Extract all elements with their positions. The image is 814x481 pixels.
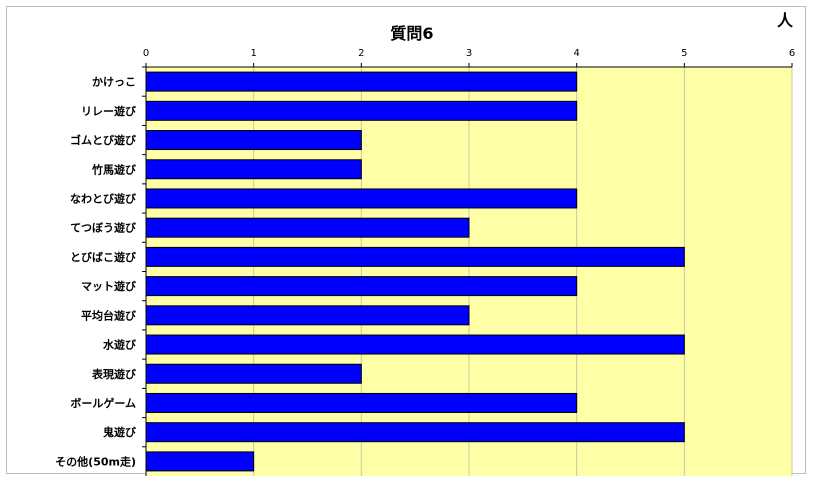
bar-2 — [145, 130, 362, 151]
category-label-11: ボールゲーム — [70, 396, 136, 410]
bar-3 — [145, 159, 362, 180]
category-label-2: ゴムとび遊び — [70, 133, 137, 147]
bar-1 — [145, 100, 578, 121]
category-label-4: なわとび遊び — [70, 191, 137, 205]
x-tick-label-3: 3 — [466, 48, 472, 59]
bar-10 — [145, 363, 362, 384]
bar-5 — [145, 217, 470, 238]
x-tick-label-4: 4 — [573, 48, 579, 59]
bar-7 — [145, 276, 578, 297]
category-label-10: 表現遊び — [91, 367, 137, 381]
bar-11 — [145, 392, 578, 413]
category-label-9: 水遊び — [103, 338, 137, 352]
bar-6 — [145, 246, 685, 267]
category-label-3: 竹馬遊び — [91, 162, 137, 176]
bar-4 — [145, 188, 578, 209]
bar-0 — [145, 71, 578, 92]
x-tick-label-5: 5 — [681, 48, 687, 59]
category-label-8: 平均台遊び — [81, 308, 137, 322]
x-tick-label-6: 6 — [789, 48, 795, 59]
category-label-0: かけっこ — [92, 76, 136, 89]
chart-title: 質問6 — [390, 24, 433, 43]
category-label-5: てつぼう遊び — [70, 221, 137, 235]
bar-9 — [145, 334, 685, 355]
category-label-13: その他(50m走) — [55, 454, 136, 468]
bar-12 — [145, 422, 685, 443]
x-tick-label-1: 1 — [250, 48, 256, 59]
x-tick-label-2: 2 — [358, 48, 364, 59]
bar-13 — [145, 451, 255, 472]
category-label-6: とびばこ遊び — [70, 250, 137, 264]
x-tick-label-0: 0 — [143, 48, 149, 59]
category-label-7: マット遊び — [81, 279, 137, 293]
category-label-1: リレー遊び — [81, 104, 137, 118]
bar-8 — [145, 305, 470, 326]
unit-label: 人 — [777, 11, 794, 30]
plot-area-group: 0 1 2 3 4 5 6 かけっこリレー遊びゴムとび遊び竹馬遊びなわとび遊びてつぼう遊びとび… — [55, 48, 795, 476]
category-label-12: 鬼遊び — [103, 425, 137, 439]
